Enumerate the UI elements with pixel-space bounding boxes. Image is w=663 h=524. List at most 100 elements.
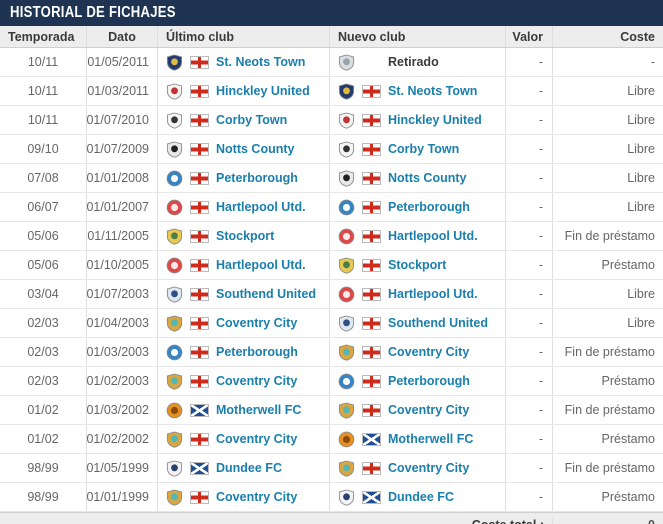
last-club-cell: Coventry City — [158, 367, 330, 395]
last-club-link[interactable]: Coventry City — [216, 490, 298, 504]
new-club-link[interactable]: Motherwell FC — [388, 432, 474, 446]
last-club-link[interactable]: Corby Town — [216, 113, 288, 127]
new-club-cell: Coventry City — [330, 396, 506, 424]
value-cell: - — [506, 483, 553, 511]
last-club-link[interactable]: St. Neots Town — [216, 55, 306, 69]
new-club-link[interactable]: Notts County — [388, 171, 467, 185]
club-badge-icon — [338, 170, 355, 187]
new-club-cell: St. Neots Town — [330, 77, 506, 105]
date-cell: 01/03/2002 — [87, 396, 158, 424]
cost-cell: Fin de préstamo — [564, 461, 655, 475]
flag-icon — [362, 316, 381, 330]
last-club-cell: Peterborough — [158, 338, 330, 366]
club-badge-icon — [166, 257, 183, 274]
table-row: 98/99 01/05/1999 Dundee FC Coventry City… — [0, 454, 663, 483]
last-club-link[interactable]: Hartlepool Utd. — [216, 200, 306, 214]
last-club-link[interactable]: Hinckley United — [216, 84, 310, 98]
new-club-link[interactable]: Hartlepool Utd. — [388, 229, 478, 243]
date-cell: 01/04/2003 — [87, 309, 158, 337]
club-badge-icon — [338, 199, 355, 216]
panel-title-bar: HISTORIAL DE FICHAJES — [0, 0, 663, 26]
new-club-link[interactable]: Coventry City — [388, 403, 470, 417]
new-club-link[interactable]: Hinckley United — [388, 113, 482, 127]
last-club-cell: Dundee FC — [158, 454, 330, 482]
new-club-link[interactable]: Peterborough — [388, 200, 470, 214]
date-cell: 01/01/1999 — [87, 483, 158, 511]
season-cell: 05/06 — [0, 222, 87, 250]
flag-icon — [362, 200, 381, 214]
last-club-link[interactable]: Coventry City — [216, 316, 298, 330]
table-row: 10/11 01/07/2010 Corby Town Hinckley Uni… — [0, 106, 663, 135]
last-club-cell: Coventry City — [158, 483, 330, 511]
date-cell: 01/11/2005 — [87, 222, 158, 250]
new-club-cell: Coventry City — [330, 454, 506, 482]
last-club-link[interactable]: Peterborough — [216, 171, 298, 185]
cost-cell: Libre — [627, 200, 655, 214]
club-badge-icon — [338, 286, 355, 303]
new-club-cell: Motherwell FC — [330, 425, 506, 453]
new-club-cell: Peterborough — [330, 367, 506, 395]
column-header-season[interactable]: Temporada — [0, 26, 87, 47]
last-club-link[interactable]: Coventry City — [216, 374, 298, 388]
club-badge-icon — [166, 228, 183, 245]
last-club-link[interactable]: Stockport — [216, 229, 275, 243]
club-badge-icon — [338, 431, 355, 448]
column-header-last-club[interactable]: Último club — [158, 26, 330, 47]
new-club-link[interactable]: Stockport — [388, 258, 447, 272]
club-badge-icon — [166, 170, 183, 187]
cost-total-value: 0 — [553, 518, 663, 524]
last-club-link[interactable]: Motherwell FC — [216, 403, 302, 417]
cost-cell: Préstamo — [601, 432, 656, 446]
flag-icon — [362, 432, 381, 446]
club-badge-icon — [338, 112, 355, 129]
club-badge-icon — [338, 315, 355, 332]
new-club-link[interactable]: Peterborough — [388, 374, 470, 388]
season-cell: 09/10 — [0, 135, 87, 163]
season-cell: 10/11 — [0, 77, 87, 105]
last-club-link[interactable]: Dundee FC — [216, 461, 282, 475]
last-club-link[interactable]: Notts County — [216, 142, 295, 156]
season-cell: 03/04 — [0, 280, 87, 308]
cost-cell: Libre — [627, 84, 655, 98]
value-cell: - — [506, 193, 553, 221]
new-club-link[interactable]: Dundee FC — [388, 490, 454, 504]
new-club-link[interactable]: Hartlepool Utd. — [388, 287, 478, 301]
date-cell: 01/05/2011 — [87, 48, 158, 76]
column-header-value[interactable]: Valor — [506, 26, 553, 47]
season-cell: 01/02 — [0, 396, 87, 424]
table-row: 09/10 01/07/2009 Notts County Corby Town… — [0, 135, 663, 164]
cost-cell: Libre — [627, 287, 655, 301]
column-header-cost[interactable]: Coste — [620, 29, 655, 44]
table-row: 01/02 01/03/2002 Motherwell FC Coventry … — [0, 396, 663, 425]
flag-icon — [362, 345, 381, 359]
last-club-link[interactable]: Coventry City — [216, 432, 298, 446]
table-row: 05/06 01/11/2005 Stockport Hartlepool Ut… — [0, 222, 663, 251]
column-header-new-club[interactable]: Nuevo club — [330, 26, 506, 47]
flag-icon — [190, 84, 209, 98]
last-club-link[interactable]: Hartlepool Utd. — [216, 258, 306, 272]
last-club-link[interactable]: Peterborough — [216, 345, 298, 359]
last-club-link[interactable]: Southend United — [216, 287, 316, 301]
column-header-date[interactable]: Dato — [87, 26, 158, 47]
flag-icon — [362, 403, 381, 417]
cost-cell: Fin de préstamo — [564, 345, 655, 359]
last-club-cell: Hartlepool Utd. — [158, 251, 330, 279]
new-club-cell: Coventry City — [330, 338, 506, 366]
season-cell: 10/11 — [0, 106, 87, 134]
last-club-cell: Hartlepool Utd. — [158, 193, 330, 221]
table-row: 02/03 01/02/2003 Coventry City Peterboro… — [0, 367, 663, 396]
new-club-link[interactable]: Corby Town — [388, 142, 460, 156]
new-club-link[interactable]: Southend United — [388, 316, 488, 330]
date-cell: 01/07/2010 — [87, 106, 158, 134]
club-badge-icon — [338, 83, 355, 100]
date-cell: 01/02/2003 — [87, 367, 158, 395]
new-club-link[interactable]: Coventry City — [388, 461, 470, 475]
date-cell: 01/02/2002 — [87, 425, 158, 453]
new-club-link[interactable]: Coventry City — [388, 345, 470, 359]
value-cell: - — [506, 251, 553, 279]
table-row: 01/02 01/02/2002 Coventry City Motherwel… — [0, 425, 663, 454]
club-badge-icon — [166, 199, 183, 216]
flag-icon — [190, 55, 209, 69]
new-club-link[interactable]: St. Neots Town — [388, 84, 478, 98]
club-badge-icon — [166, 112, 183, 129]
